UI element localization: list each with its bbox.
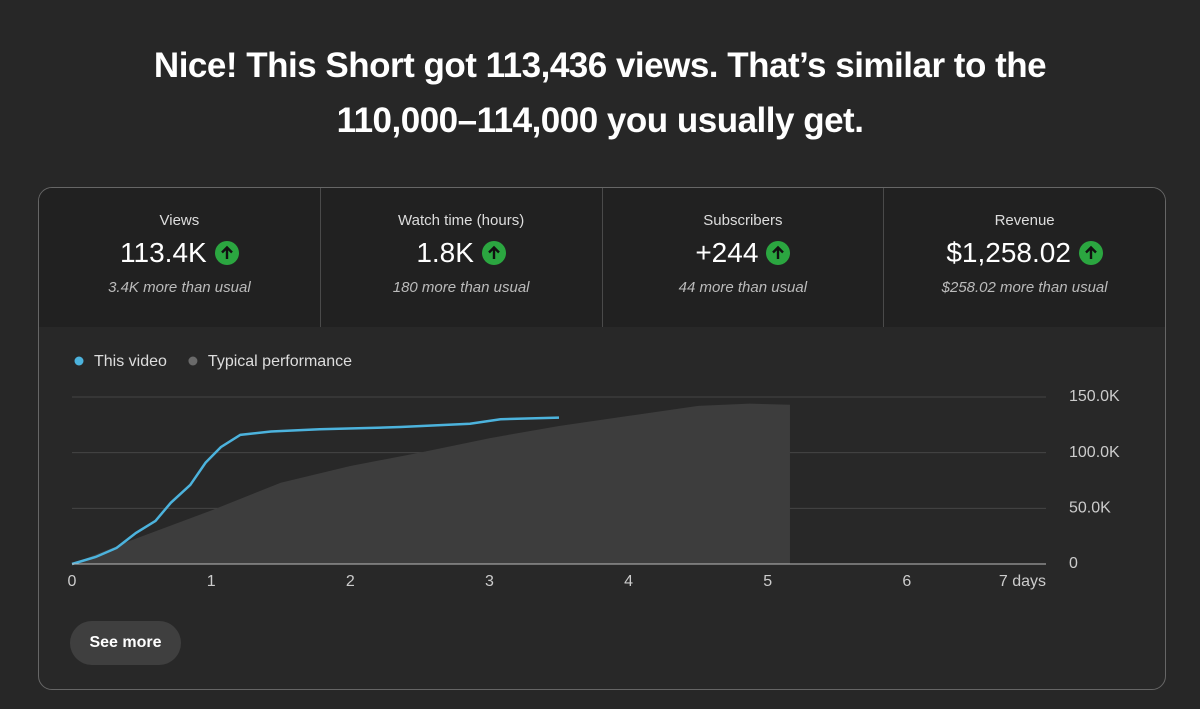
headline: Nice! This Short got 113,436 views. That…: [153, 46, 1047, 140]
icon-arrow: [220, 245, 233, 259]
metric-label: Subscribers: [703, 212, 783, 229]
metric-note: 3.4K more than usual: [108, 279, 251, 296]
metric-value-row: $1,258.02: [884, 237, 1165, 269]
y-tick-label: 0: [1069, 555, 1078, 572]
icon-arrow: [772, 245, 785, 259]
see-more-button[interactable]: See more: [70, 621, 181, 665]
y-tick-label: 150.0K: [1069, 388, 1120, 405]
metric: Subscribers +244 44 more than usual: [603, 188, 885, 327]
metrics: Views 113.4K 3.4K more than usual Watch tim…: [39, 188, 1165, 327]
legend-dot: [188, 356, 198, 366]
metric: Views 113.4K 3.4K more than usual: [39, 188, 321, 327]
metric-value-row: 113.4K: [39, 237, 320, 269]
metric-value: $1,258.02: [946, 237, 1071, 268]
icon-arrow: [488, 245, 500, 259]
y-tick-label: 100.0K: [1069, 444, 1120, 461]
legend-dot: [74, 356, 84, 366]
x-tick-label: 2: [346, 573, 355, 590]
metric-note: $258.02 more than usual: [941, 279, 1108, 296]
typical-area: [72, 403, 790, 564]
metric-label: Revenue: [994, 212, 1055, 229]
metric-note: 180 more than usual: [392, 279, 530, 296]
x-tick-label: 0: [68, 573, 77, 590]
up-arrow-icon: [481, 241, 506, 265]
up-arrow-icon: [1078, 241, 1103, 265]
metric-value-row: +244: [603, 237, 884, 269]
x-tick-label: 1: [207, 573, 216, 590]
metric-note: 44 more than usual: [678, 279, 808, 296]
x-tick-label: 3: [485, 573, 494, 590]
up-arrow-icon: [214, 241, 239, 265]
metric-value-row: 1.8K: [321, 237, 602, 269]
metric-label: Watch time (hours): [398, 212, 525, 229]
metric-label: Views: [159, 212, 200, 229]
metric-value: 1.8K: [416, 237, 474, 268]
x-tick-label: 4: [624, 573, 633, 590]
x-tick-label: 5: [763, 573, 772, 590]
legend-label: Typical performance: [208, 353, 352, 370]
up-arrow-icon: [766, 241, 791, 265]
x-tick-label: 6: [902, 573, 911, 590]
metric-value: +244: [695, 237, 759, 268]
legend-label: This video: [94, 353, 167, 370]
metric: Revenue $1,258.02 $258.02 more than usual: [884, 188, 1165, 327]
metric-value: 113.4K: [120, 237, 207, 268]
chart: 0 50.0K 100.0K 150.0K 0 1 2 3 4 5 6 7 days This vide…: [68, 353, 1120, 590]
y-tick-label: 50.0K: [1069, 500, 1111, 517]
metric: Watch time (hours) 1.8K 180 more than usua…: [321, 188, 603, 327]
x-tick-label: 7 days: [999, 573, 1046, 590]
series-line: [71, 416, 560, 566]
icon-arrow: [1085, 245, 1097, 259]
card: Views 113.4K 3.4K more than usual Watch tim…: [38, 187, 1166, 690]
